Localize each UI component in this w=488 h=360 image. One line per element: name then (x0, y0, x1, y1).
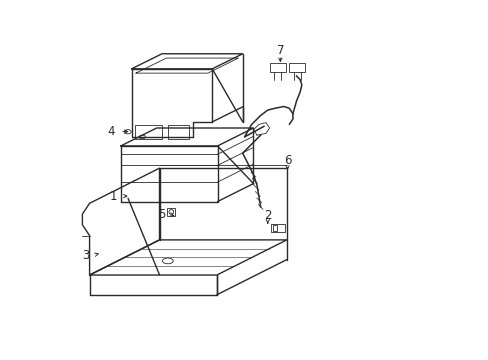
Bar (167, 208, 175, 216)
Text: 2: 2 (264, 210, 271, 222)
Bar (269, 63, 285, 72)
Bar (273, 225, 277, 231)
Text: 7: 7 (276, 44, 284, 57)
Text: 6: 6 (283, 154, 291, 167)
Text: 3: 3 (82, 249, 89, 262)
Text: 5: 5 (158, 208, 165, 221)
Bar (289, 63, 305, 72)
Text: 4: 4 (107, 125, 115, 138)
Bar (271, 224, 285, 232)
Text: 1: 1 (110, 190, 117, 203)
